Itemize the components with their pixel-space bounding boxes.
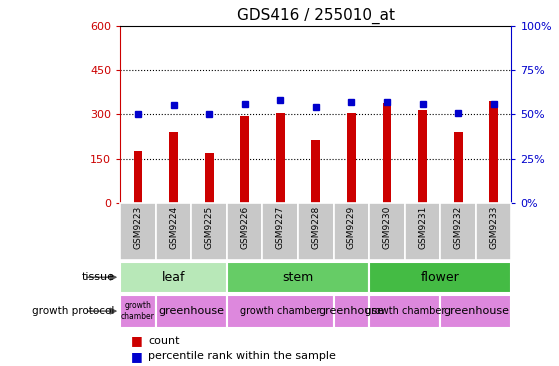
Bar (156, 295, 227, 328)
Text: tissue: tissue (82, 272, 115, 282)
Bar (120, 295, 156, 328)
Text: growth protocol: growth protocol (32, 306, 115, 316)
Text: GSM9225: GSM9225 (205, 206, 214, 249)
Bar (369, 203, 405, 260)
Text: GSM9226: GSM9226 (240, 206, 249, 249)
Bar (476, 203, 511, 260)
Bar (263, 203, 298, 260)
Bar (334, 203, 369, 260)
Text: GSM9228: GSM9228 (311, 206, 320, 249)
Text: ■: ■ (131, 350, 143, 363)
Text: greenhouse: greenhouse (158, 306, 224, 316)
Text: percentile rank within the sample: percentile rank within the sample (148, 351, 336, 361)
Bar (369, 262, 511, 293)
Bar (240, 116, 249, 203)
Text: count: count (148, 336, 179, 346)
Bar (489, 101, 498, 203)
Bar (227, 295, 334, 328)
Text: GSM9227: GSM9227 (276, 206, 285, 249)
Bar (134, 152, 143, 203)
Bar (440, 295, 511, 328)
Bar (120, 203, 156, 260)
Text: growth chamber: growth chamber (240, 306, 320, 316)
Text: growth
chamber: growth chamber (121, 301, 155, 321)
Text: growth chamber: growth chamber (364, 306, 445, 316)
Text: GSM9224: GSM9224 (169, 206, 178, 249)
Bar (227, 203, 263, 260)
Bar (311, 139, 320, 203)
Bar (156, 203, 191, 260)
Bar (440, 203, 476, 260)
Text: GSM9230: GSM9230 (382, 206, 391, 249)
Bar (369, 295, 440, 328)
Bar (276, 113, 285, 203)
Bar (418, 110, 427, 203)
Bar (169, 132, 178, 203)
Text: GSM9233: GSM9233 (489, 206, 498, 249)
Bar (382, 102, 391, 203)
Text: flower: flower (421, 271, 459, 284)
Bar (347, 113, 356, 203)
Title: GDS416 / 255010_at: GDS416 / 255010_at (237, 8, 395, 24)
Bar (120, 262, 227, 293)
Text: greenhouse: greenhouse (319, 306, 385, 316)
Text: GSM9231: GSM9231 (418, 206, 427, 249)
Bar (334, 295, 369, 328)
Bar (298, 203, 334, 260)
Bar (227, 262, 369, 293)
Text: ■: ■ (131, 334, 143, 347)
Text: stem: stem (282, 271, 314, 284)
Bar (205, 153, 214, 203)
Text: GSM9223: GSM9223 (134, 206, 143, 249)
Text: GSM9229: GSM9229 (347, 206, 356, 249)
Bar (191, 203, 227, 260)
Text: greenhouse: greenhouse (443, 306, 509, 316)
Bar (405, 203, 440, 260)
Bar (454, 132, 463, 203)
Text: GSM9232: GSM9232 (453, 206, 463, 249)
Text: leaf: leaf (162, 271, 185, 284)
